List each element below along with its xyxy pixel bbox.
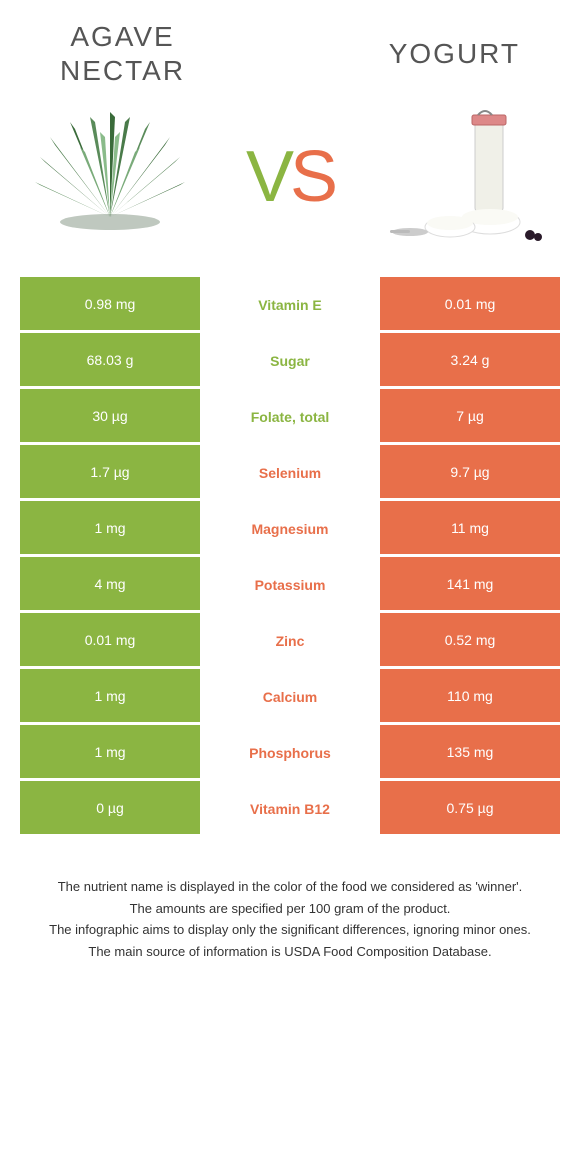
- nutrient-name: Vitamin E: [200, 277, 380, 333]
- left-value: 68.03 g: [20, 333, 200, 389]
- vs-v-letter: V: [246, 136, 290, 218]
- table-row: 4 mg Potassium 141 mg: [20, 557, 560, 613]
- left-value: 0 µg: [20, 781, 200, 837]
- left-value: 1 mg: [20, 725, 200, 781]
- right-value: 0.01 mg: [380, 277, 560, 333]
- footnote-line: The nutrient name is displayed in the co…: [30, 877, 550, 897]
- nutrient-name: Folate, total: [200, 389, 380, 445]
- nutrient-name: Selenium: [200, 445, 380, 501]
- table-row: 1 mg Phosphorus 135 mg: [20, 725, 560, 781]
- table-row: 0 µg Vitamin B12 0.75 µg: [20, 781, 560, 837]
- left-value: 4 mg: [20, 557, 200, 613]
- left-value: 1 mg: [20, 501, 200, 557]
- nutrient-name: Potassium: [200, 557, 380, 613]
- vs-separator: VS: [246, 136, 334, 218]
- yogurt-icon: [390, 107, 550, 247]
- yogurt-image: [390, 107, 550, 247]
- right-value: 3.24 g: [380, 333, 560, 389]
- left-value: 1 mg: [20, 669, 200, 725]
- right-title: YOGURT: [389, 38, 520, 69]
- images-row: VS: [0, 97, 580, 277]
- nutrient-name: Sugar: [200, 333, 380, 389]
- nutrient-name: Zinc: [200, 613, 380, 669]
- left-value: 0.01 mg: [20, 613, 200, 669]
- footnotes: The nutrient name is displayed in the co…: [30, 877, 550, 961]
- nutrient-table: 0.98 mg Vitamin E 0.01 mg 68.03 g Sugar …: [20, 277, 560, 837]
- nutrient-name: Phosphorus: [200, 725, 380, 781]
- table-row: 68.03 g Sugar 3.24 g: [20, 333, 560, 389]
- right-value: 141 mg: [380, 557, 560, 613]
- nutrient-name: Magnesium: [200, 501, 380, 557]
- header: AGAVE NECTAR YOGURT: [0, 0, 580, 97]
- table-row: 1 mg Calcium 110 mg: [20, 669, 560, 725]
- table-row: 0.98 mg Vitamin E 0.01 mg: [20, 277, 560, 333]
- vs-s-letter: S: [290, 136, 334, 218]
- nutrient-name: Vitamin B12: [200, 781, 380, 837]
- agave-image: [30, 107, 190, 247]
- right-value: 7 µg: [380, 389, 560, 445]
- left-value: 30 µg: [20, 389, 200, 445]
- left-title-line1: AGAVE: [70, 21, 174, 52]
- agave-plant-icon: [30, 107, 190, 247]
- nutrient-name: Calcium: [200, 669, 380, 725]
- right-value: 110 mg: [380, 669, 560, 725]
- right-food-title: YOGURT: [389, 37, 520, 71]
- right-value: 9.7 µg: [380, 445, 560, 501]
- left-food-title: AGAVE NECTAR: [60, 20, 185, 87]
- left-title-line2: NECTAR: [60, 55, 185, 86]
- table-row: 1 mg Magnesium 11 mg: [20, 501, 560, 557]
- table-row: 30 µg Folate, total 7 µg: [20, 389, 560, 445]
- left-value: 0.98 mg: [20, 277, 200, 333]
- right-value: 0.75 µg: [380, 781, 560, 837]
- left-value: 1.7 µg: [20, 445, 200, 501]
- footnote-line: The amounts are specified per 100 gram o…: [30, 899, 550, 919]
- footnote-line: The infographic aims to display only the…: [30, 920, 550, 940]
- table-row: 1.7 µg Selenium 9.7 µg: [20, 445, 560, 501]
- footnote-line: The main source of information is USDA F…: [30, 942, 550, 962]
- right-value: 11 mg: [380, 501, 560, 557]
- right-value: 0.52 mg: [380, 613, 560, 669]
- table-row: 0.01 mg Zinc 0.52 mg: [20, 613, 560, 669]
- right-value: 135 mg: [380, 725, 560, 781]
